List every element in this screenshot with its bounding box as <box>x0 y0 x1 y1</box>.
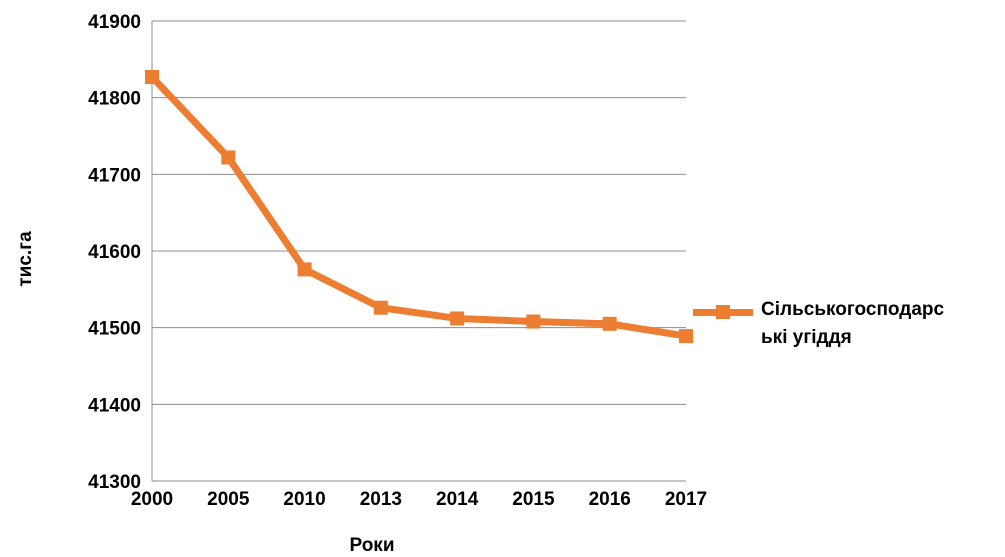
data-point <box>221 150 236 165</box>
x-tick-label: 2017 <box>665 489 707 510</box>
x-tick-label: 2016 <box>589 489 631 510</box>
x-tick-label: 2013 <box>360 489 402 510</box>
x-tick-label: 2010 <box>283 489 325 510</box>
y-tick-label: 41300 <box>88 472 141 493</box>
x-tick-label: 2000 <box>131 489 173 510</box>
y-tick-label: 41900 <box>88 12 141 33</box>
x-tick-label: 2005 <box>207 489 250 510</box>
data-point <box>297 262 312 277</box>
gridlines <box>151 20 686 482</box>
data-point <box>602 316 617 331</box>
data-point <box>526 314 541 329</box>
series-line <box>149 74 687 340</box>
legend-marker <box>716 305 730 319</box>
y-tick-label: 41800 <box>88 89 141 110</box>
x-tick-label: 2015 <box>512 489 555 510</box>
legend-label-line-2: ькі угіддя <box>761 327 852 348</box>
data-point <box>450 311 465 326</box>
x-tick-labels: 2000 2005 2010 2013 2014 2015 2016 2017 <box>131 489 707 510</box>
legend-label: Сільськогосподарс ькі угіддя <box>761 296 1001 352</box>
y-tick-label: 41700 <box>88 165 141 186</box>
series-layer <box>145 69 693 344</box>
x-tick-label: 2014 <box>436 489 479 510</box>
legend-swatch <box>693 298 753 326</box>
legend: Сільськогосподарс ькі угіддя <box>693 296 1001 352</box>
y-tick-label: 41500 <box>88 319 141 340</box>
legend-label-line-1: Сільськогосподарс <box>761 299 945 320</box>
y-tick-label: 41600 <box>88 242 141 263</box>
y-axis-title: тис.га <box>15 231 36 287</box>
x-axis-title: Роки <box>350 535 395 556</box>
data-point <box>679 329 693 344</box>
data-point <box>373 300 388 315</box>
data-point <box>145 69 159 84</box>
y-tick-labels: 41300 41400 41500 41600 41700 41800 41900 <box>88 12 141 493</box>
y-tick-label: 41400 <box>88 395 141 416</box>
